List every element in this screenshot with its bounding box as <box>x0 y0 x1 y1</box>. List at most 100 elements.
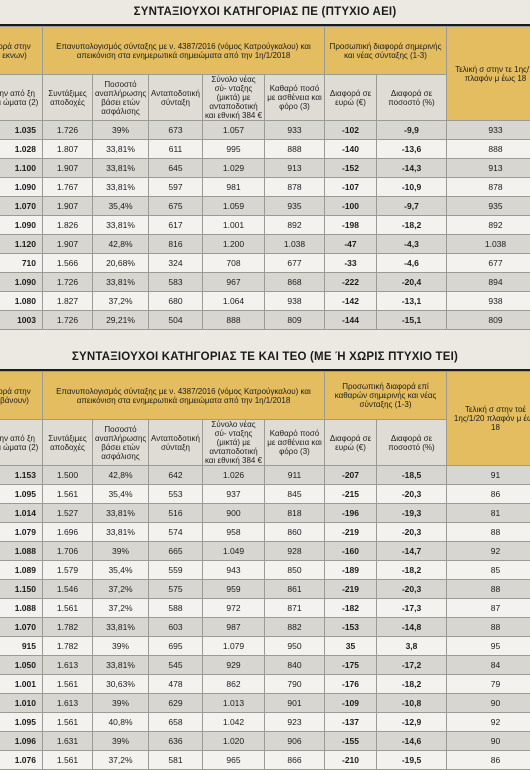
table-cell: -107 <box>325 178 377 197</box>
table-cell: 935 <box>447 197 530 216</box>
table-cell: -20,3 <box>377 485 447 504</box>
table-cell: 33,81% <box>93 523 149 542</box>
table-cell: 545 <box>149 656 203 675</box>
table-cell: 504 <box>149 311 203 330</box>
table-cell: 86 <box>447 485 530 504</box>
table-cell: 37,2% <box>93 580 149 599</box>
table-cell: 913 <box>265 159 325 178</box>
table-cell: 1.035 <box>0 121 43 140</box>
table-cell: -10,9 <box>377 178 447 197</box>
col-header: πην από ξη και ώματα (2) <box>0 420 43 466</box>
header-final-pension: Τελική σ στην τοέ 1ης/1/20 πλαφόν μ έως … <box>447 372 530 466</box>
table-cell: 81 <box>447 504 530 523</box>
table-cell: 1.049 <box>203 542 265 561</box>
table-cell: 935 <box>265 197 325 216</box>
table-cell: 1.057 <box>203 121 265 140</box>
table-cell: 90 <box>447 732 530 751</box>
table-cell: 938 <box>447 292 530 311</box>
table-cell: -14,3 <box>377 159 447 178</box>
table-cell: -207 <box>325 466 377 485</box>
table-cell: 1.090 <box>0 216 43 235</box>
table-cell: 1.070 <box>0 197 43 216</box>
col-header: Σύνολο νέας σύ- νταξης (μικτά) με ανταπο… <box>203 75 265 121</box>
section-te-teo: ΣΥΝΤΑΞΙΟΥΧΟΙ ΚΑΤΗΓΟΡΙΑΣ ΤΕ ΚΑΙ ΤΕΟ (ΜΕ Ή… <box>0 345 530 371</box>
table-cell: 33,81% <box>93 656 149 675</box>
table-cell: 3,8 <box>377 637 447 656</box>
table-cell: 878 <box>265 178 325 197</box>
table-cell: -20,3 <box>377 523 447 542</box>
table-cell: -12,9 <box>377 713 447 732</box>
table-cell: 790 <box>265 675 325 694</box>
table-cell: 92 <box>447 713 530 732</box>
table-cell: 87 <box>447 599 530 618</box>
table-cell: -18,5 <box>377 466 447 485</box>
col-header: Ποσοστό αναπλήρωσης βάσει ετών ασφάλισης <box>93 75 149 121</box>
table-cell: -176 <box>325 675 377 694</box>
table-cell: 1.090 <box>0 178 43 197</box>
table-cell: 1.001 <box>0 675 43 694</box>
table-cell: 809 <box>265 311 325 330</box>
table-cell: 928 <box>265 542 325 561</box>
col-header: Ανταποδοτική σύνταξη <box>149 75 203 121</box>
table-cell: 1.546 <box>43 580 93 599</box>
table-cell: 913 <box>447 159 530 178</box>
table-cell: 1.090 <box>0 273 43 292</box>
table-cell: -153 <box>325 618 377 637</box>
table-cell: 1.079 <box>0 523 43 542</box>
table-cell: 981 <box>203 178 265 197</box>
table-cell: 1.782 <box>43 618 93 637</box>
table-cell: 1.613 <box>43 694 93 713</box>
table-cell: 1.826 <box>43 216 93 235</box>
table-cell: 950 <box>265 637 325 656</box>
col-header: Καθαρό ποσό με ασθένεια και φόρο (3) <box>265 420 325 466</box>
table-cell: 862 <box>203 675 265 694</box>
table-cell: 987 <box>203 618 265 637</box>
table-cell: 906 <box>265 732 325 751</box>
table-cell: 673 <box>149 121 203 140</box>
table-cell: 1.026 <box>203 466 265 485</box>
table-cell: 1.038 <box>447 235 530 254</box>
table-cell: 37,2% <box>93 751 149 770</box>
table-cell: -20,4 <box>377 273 447 292</box>
table-cell: 91 <box>447 466 530 485</box>
table-cell: 1.807 <box>43 140 93 159</box>
col-header: Συντάξιμες αποδοχές <box>43 75 93 121</box>
table-cell: 861 <box>265 580 325 599</box>
table-cell: 900 <box>203 504 265 523</box>
table-cell: 710 <box>0 254 43 273</box>
table-cell: 33,81% <box>93 504 149 523</box>
table-cell: 1.029 <box>203 159 265 178</box>
table-cell: 33,81% <box>93 273 149 292</box>
table-cell: 845 <box>265 485 325 504</box>
table-cell: 1.020 <box>203 732 265 751</box>
section-title: ΣΥΝΤΑΞΙΟΥΧΟΙ ΚΑΤΗΓΟΡΙΑΣ ΤΕ ΚΑΙ ΤΕΟ (ΜΕ Ή… <box>0 345 530 371</box>
table-cell: -4,6 <box>377 254 447 273</box>
table-cell: -18,2 <box>377 561 447 580</box>
table-cell: 1.527 <box>43 504 93 523</box>
table-cell: -142 <box>325 292 377 311</box>
table-cell: 617 <box>149 216 203 235</box>
table-cell: -13,1 <box>377 292 447 311</box>
table-cell: -222 <box>325 273 377 292</box>
table-cell: -15,1 <box>377 311 447 330</box>
table-cell: 575 <box>149 580 203 599</box>
table-cell: 1.579 <box>43 561 93 580</box>
table-cell: -47 <box>325 235 377 254</box>
table-cell: 708 <box>203 254 265 273</box>
table-cell: -182 <box>325 599 377 618</box>
table-cell: -20,3 <box>377 580 447 599</box>
